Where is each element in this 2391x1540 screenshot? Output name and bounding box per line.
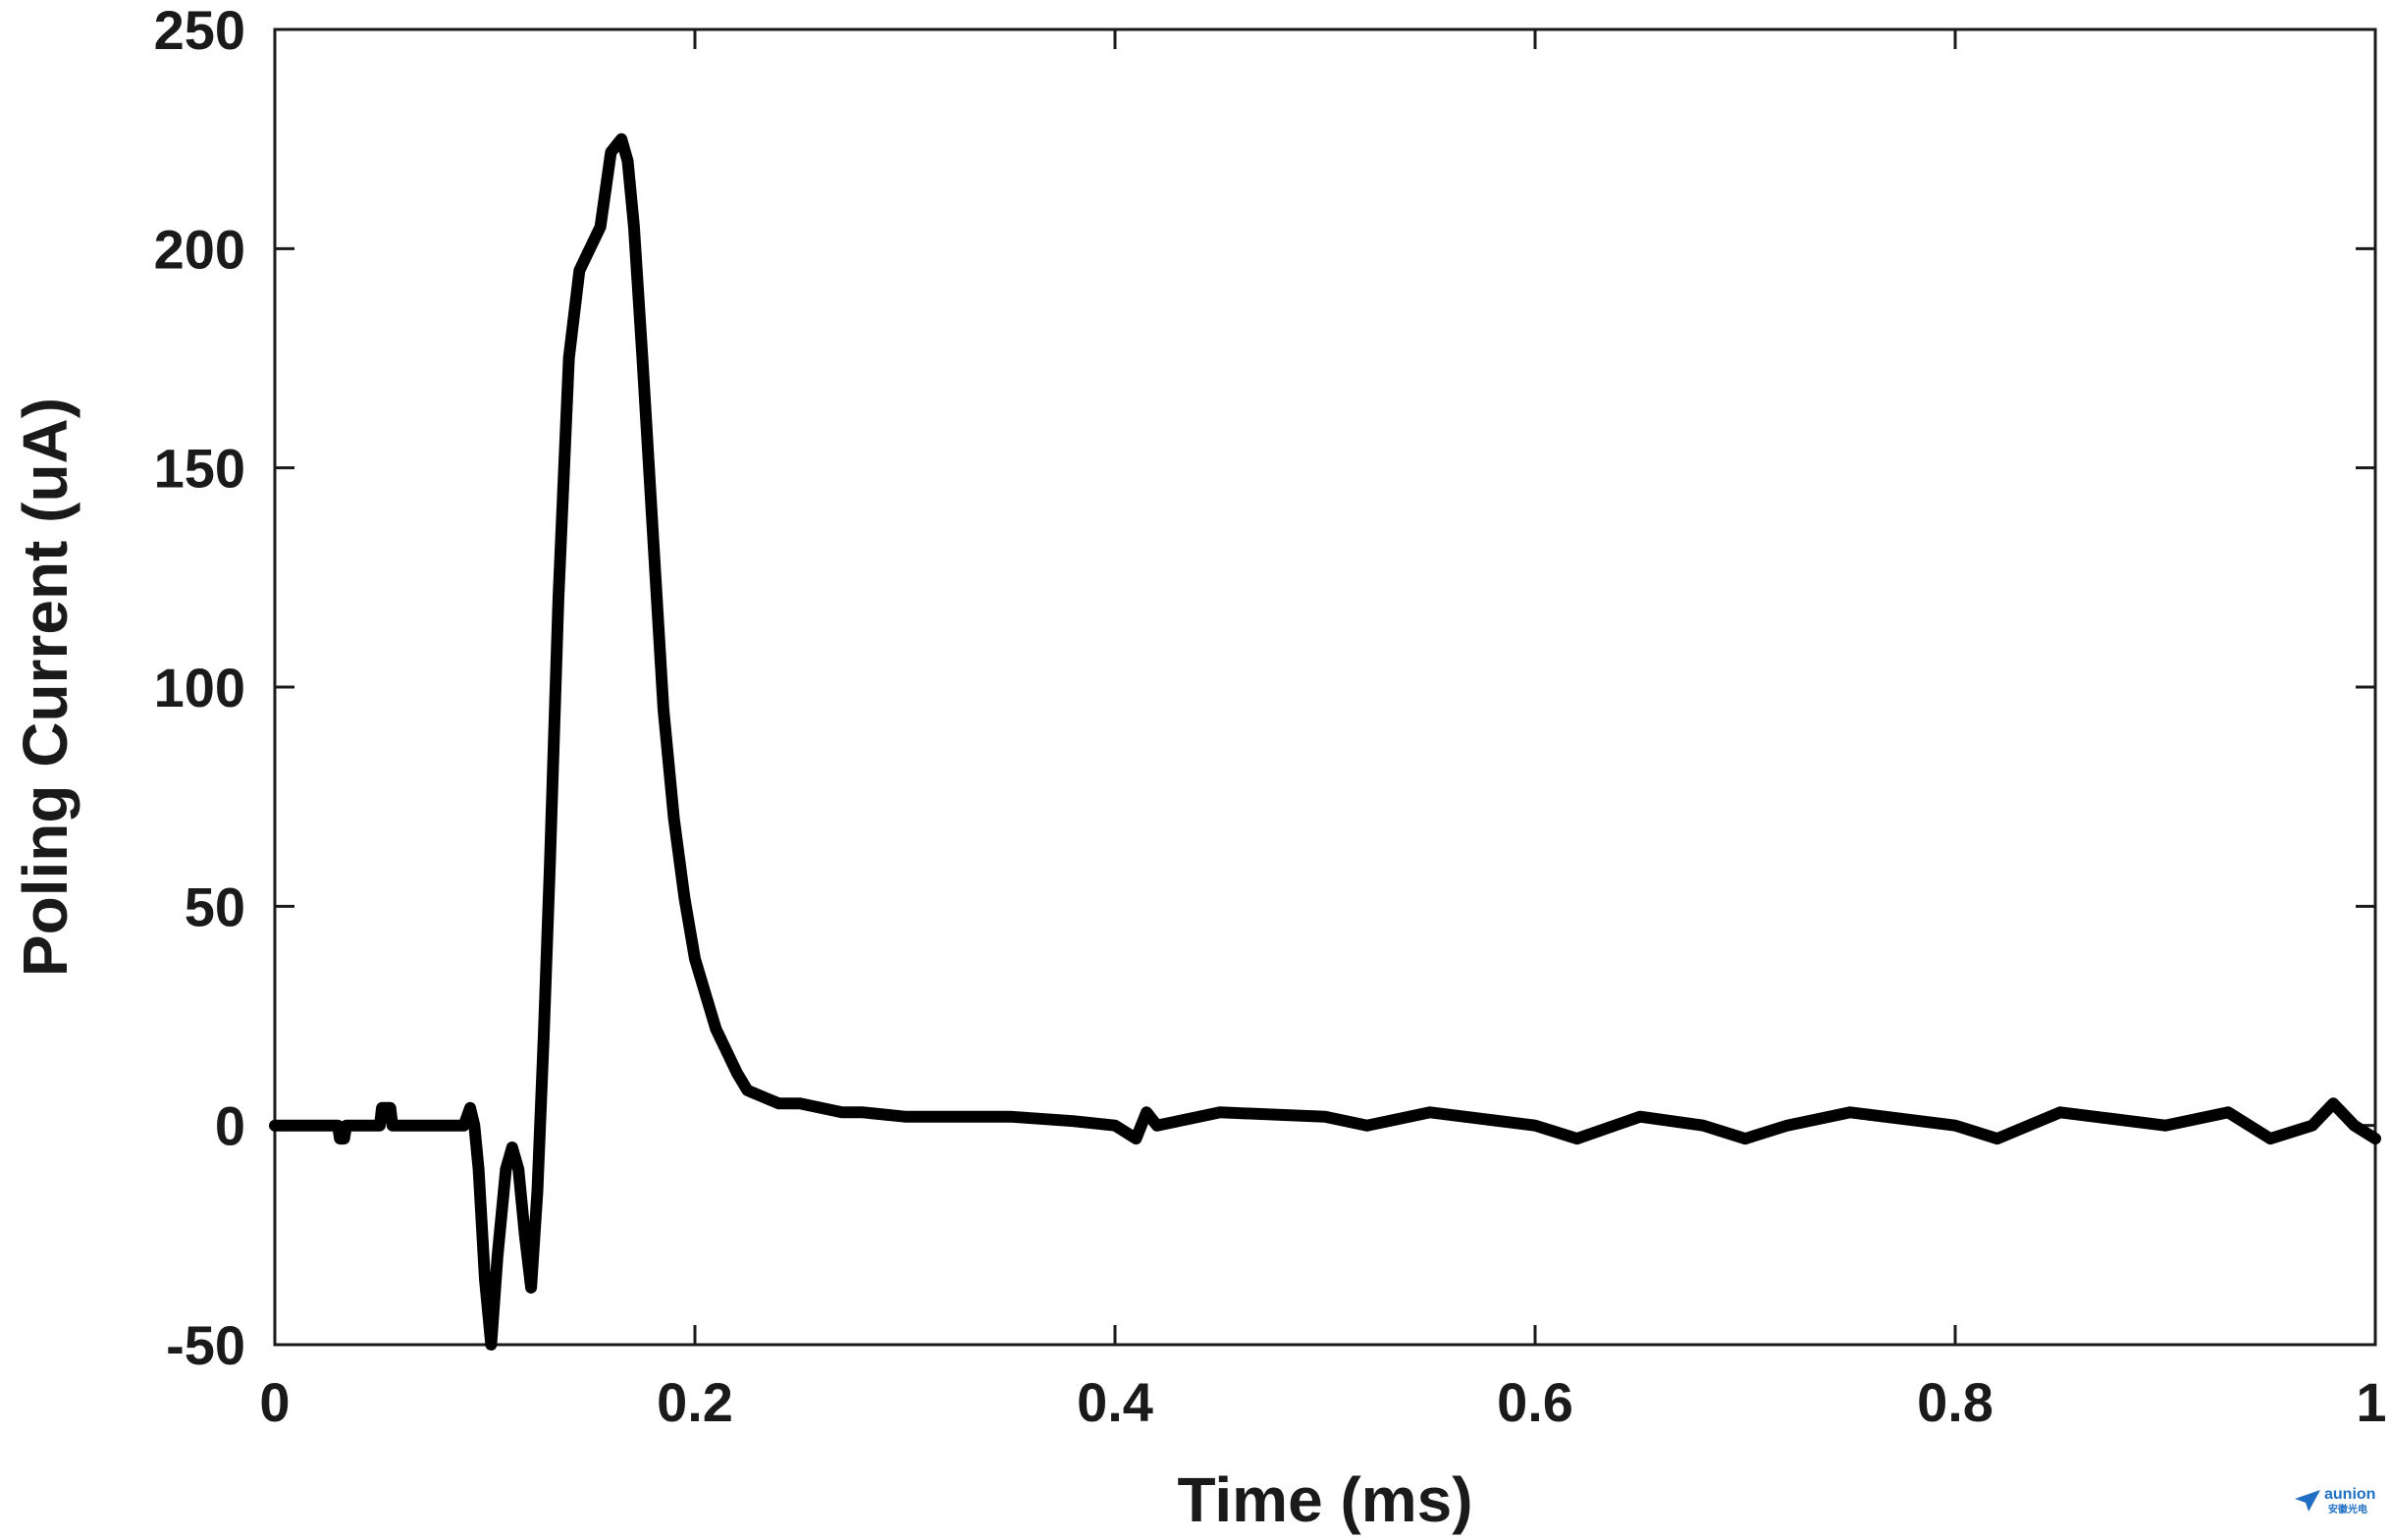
x-tick-label: 0.6	[1497, 1371, 1573, 1433]
x-tick-label: 0.4	[1077, 1371, 1153, 1433]
y-tick-label: 100	[154, 657, 245, 718]
series-line-poling-current	[269, 133, 2381, 1351]
x-tick-label: 0	[259, 1371, 290, 1433]
x-axis-label: Time (ms)	[1177, 1464, 1472, 1535]
y-tick-label: 250	[154, 0, 245, 61]
watermark-sub: 安徽光电	[2328, 1503, 2367, 1515]
y-tick-label: 150	[154, 438, 245, 500]
x-tick-label: 1	[2356, 1371, 2386, 1433]
plot-frame	[273, 27, 2377, 1347]
y-tick-label: 50	[185, 876, 245, 937]
watermark-brand: aunion	[2324, 1486, 2375, 1503]
y-axis-label: Poling Current (uA)	[10, 398, 80, 977]
paper-plane-icon	[2295, 1490, 2320, 1512]
y-tick-label: 200	[154, 218, 245, 280]
y-tick-label: 0	[215, 1095, 245, 1157]
y-tick-label: -50	[166, 1314, 245, 1376]
x-tick-label: 0.2	[657, 1371, 733, 1433]
watermark-logo: aunion 安徽光电	[2295, 1486, 2375, 1515]
y-axis: -50 0 50 100 150 200 250	[154, 0, 2375, 1376]
x-tick-label: 0.8	[1917, 1371, 1993, 1433]
x-axis: 0 0.2 0.4 0.6 0.8 1	[259, 29, 2387, 1433]
